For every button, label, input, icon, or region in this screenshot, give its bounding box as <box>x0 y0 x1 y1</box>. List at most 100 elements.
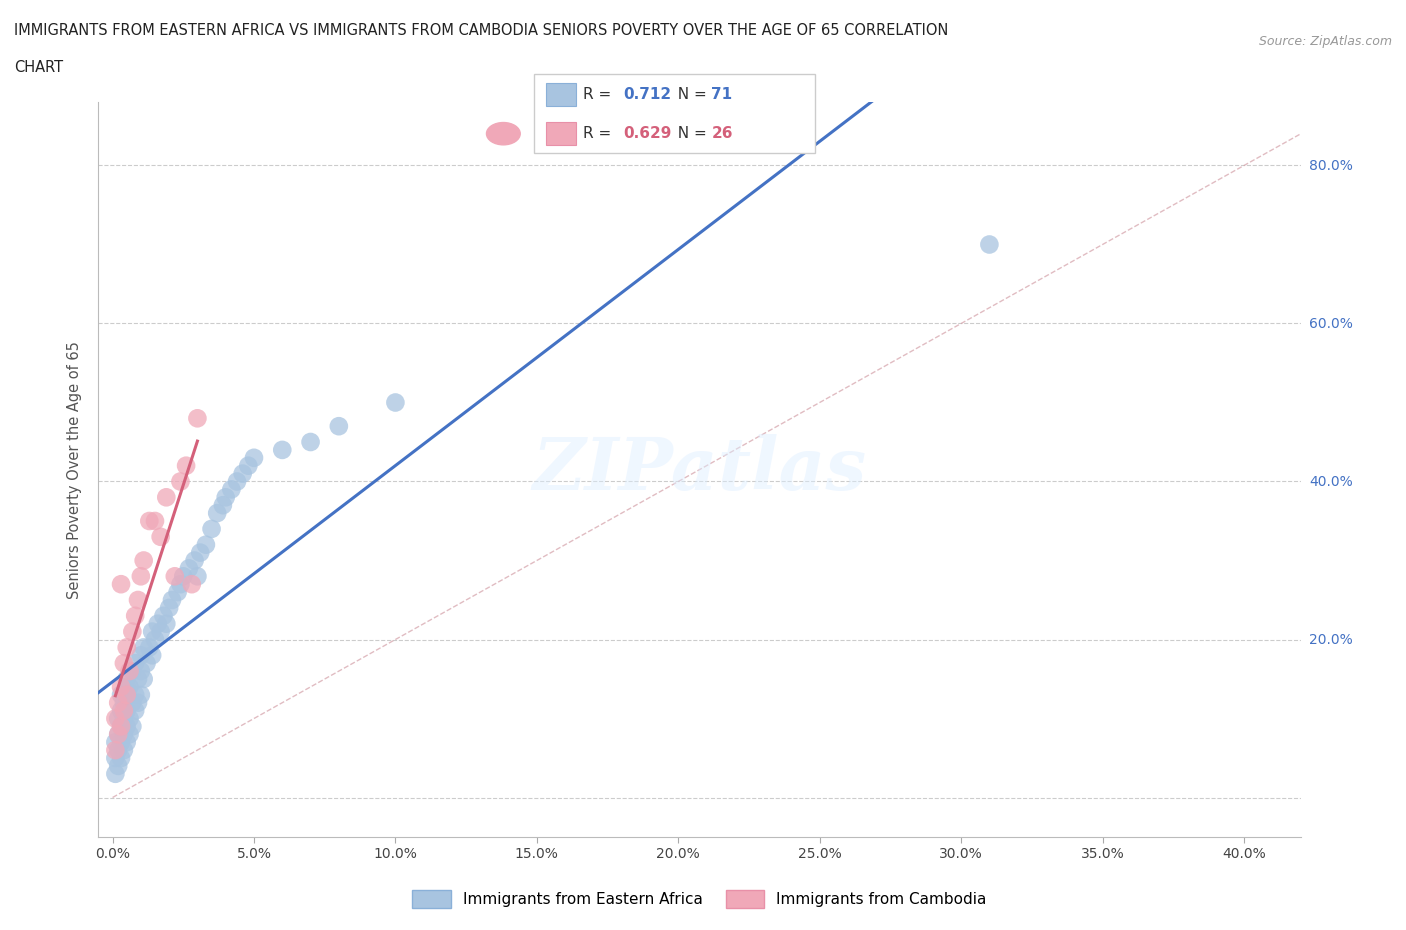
Point <box>194 538 217 552</box>
Text: 0.629: 0.629 <box>623 126 671 141</box>
Point <box>112 703 135 718</box>
Point <box>110 751 132 765</box>
Point <box>146 617 169 631</box>
Point <box>115 640 138 655</box>
Point <box>238 458 260 473</box>
Point <box>121 624 143 639</box>
Point <box>132 671 155 686</box>
Point <box>979 237 1001 252</box>
Point <box>107 743 129 758</box>
Point <box>135 656 157 671</box>
Point <box>121 696 143 711</box>
Point <box>138 513 160 528</box>
Text: 71: 71 <box>711 86 733 101</box>
Point <box>107 727 129 742</box>
Point <box>110 735 132 750</box>
Point <box>299 434 322 449</box>
Point <box>104 751 127 765</box>
Legend: Immigrants from Eastern Africa, Immigrants from Cambodia: Immigrants from Eastern Africa, Immigran… <box>406 884 993 914</box>
Point <box>132 553 155 568</box>
Text: R =: R = <box>583 126 617 141</box>
Point <box>180 577 202 591</box>
Text: CHART: CHART <box>14 60 63 75</box>
Text: 20.0%: 20.0% <box>1309 632 1353 646</box>
Point <box>115 703 138 718</box>
Point <box>200 522 222 537</box>
Text: ZIPatlas: ZIPatlas <box>533 434 866 505</box>
Point <box>115 735 138 750</box>
Point <box>110 577 132 591</box>
Point <box>152 608 174 623</box>
Point <box>132 640 155 655</box>
Point <box>104 743 127 758</box>
Point <box>243 450 266 465</box>
Point <box>107 696 129 711</box>
Point <box>110 719 132 734</box>
Point <box>172 569 194 584</box>
Point <box>215 490 238 505</box>
Point <box>112 656 135 671</box>
Point <box>328 418 350 433</box>
Point <box>226 474 249 489</box>
Point <box>129 648 152 663</box>
Point <box>177 561 200 576</box>
Point <box>143 632 166 647</box>
Point <box>155 617 177 631</box>
Point <box>110 687 132 702</box>
Point <box>155 490 177 505</box>
Point <box>124 656 146 671</box>
Point <box>143 513 166 528</box>
Text: R =: R = <box>583 86 617 101</box>
Point <box>160 592 183 607</box>
Point <box>141 624 163 639</box>
Point <box>115 687 138 702</box>
Point <box>115 680 138 695</box>
Point <box>115 687 138 702</box>
Point <box>205 506 228 521</box>
Text: 60.0%: 60.0% <box>1309 316 1353 330</box>
Text: 80.0%: 80.0% <box>1309 158 1353 172</box>
Text: 40.0%: 40.0% <box>1309 474 1353 488</box>
Point <box>127 696 149 711</box>
Text: 26: 26 <box>711 126 733 141</box>
Point <box>107 711 129 726</box>
Point <box>121 719 143 734</box>
Point <box>138 640 160 655</box>
Point <box>110 703 132 718</box>
Point <box>115 719 138 734</box>
Point <box>110 719 132 734</box>
Point <box>149 529 172 544</box>
Text: Source: ZipAtlas.com: Source: ZipAtlas.com <box>1258 35 1392 48</box>
Point <box>127 592 149 607</box>
Point <box>129 569 152 584</box>
Point <box>118 664 141 679</box>
Point <box>121 664 143 679</box>
Point <box>118 711 141 726</box>
Point <box>124 703 146 718</box>
Point <box>104 711 127 726</box>
Point <box>149 624 172 639</box>
Point <box>174 458 197 473</box>
Point <box>186 411 208 426</box>
Point <box>129 664 152 679</box>
Point <box>112 711 135 726</box>
Point <box>127 671 149 686</box>
Point <box>271 443 294 458</box>
Point <box>188 545 211 560</box>
Point <box>166 585 188 600</box>
Point <box>384 395 406 410</box>
Point <box>141 648 163 663</box>
Point <box>232 466 254 481</box>
Point <box>221 482 243 497</box>
Point <box>112 727 135 742</box>
Point <box>157 601 180 616</box>
Point <box>118 680 141 695</box>
Text: N =: N = <box>668 126 711 141</box>
Point <box>107 727 129 742</box>
Y-axis label: Seniors Poverty Over the Age of 65: Seniors Poverty Over the Age of 65 <box>67 340 83 599</box>
Point <box>129 687 152 702</box>
Point <box>186 569 208 584</box>
Point <box>104 735 127 750</box>
Point <box>112 696 135 711</box>
Point <box>124 608 146 623</box>
